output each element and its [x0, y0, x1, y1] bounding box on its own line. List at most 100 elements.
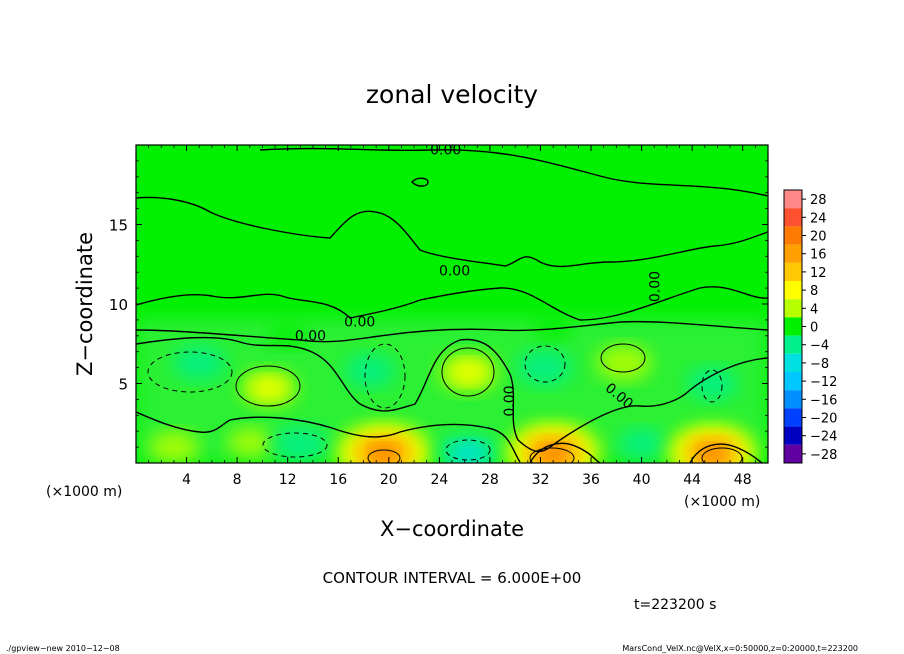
- contour-pos-4: [367, 449, 401, 463]
- field-blob: [596, 344, 652, 382]
- x-tick-label: 24: [430, 472, 448, 488]
- contour-zero-bottom: [136, 411, 521, 463]
- colorbar-cell: [784, 208, 802, 227]
- colorbar-label: 8: [810, 284, 818, 299]
- x-tick-label: 4: [182, 472, 191, 488]
- x-tick-label: 28: [481, 472, 499, 488]
- contour-zero-c: [136, 336, 768, 453]
- y-axis: 5 10 15: [109, 160, 768, 448]
- contour-label: 0.00: [647, 271, 663, 302]
- colorbar-label: 4: [810, 302, 818, 317]
- colorbar-cell: [784, 281, 802, 300]
- contour-label: 0.00: [439, 263, 470, 279]
- contour-dashed-lines: [147, 343, 723, 461]
- field-blob: [268, 322, 308, 349]
- contour-pos-6: [701, 447, 743, 463]
- colorbar-cell: [784, 190, 802, 209]
- colorbar-label: 28: [810, 193, 827, 208]
- colorbar-label: −28: [810, 448, 837, 463]
- colorbar-label: −4: [810, 339, 829, 354]
- contour-neg-3: [524, 345, 566, 383]
- colorbar-cell: [784, 426, 802, 445]
- contour-zero-bottom-r: [529, 442, 601, 463]
- field-blob: [699, 445, 725, 462]
- contour-pos-5: [529, 447, 575, 463]
- plot-area: 0.000.000.000.000.000.00 0.00: [136, 143, 768, 463]
- x-tick-label: 32: [532, 472, 550, 488]
- colorbar-label: 0: [810, 321, 818, 336]
- contour-neg-2: [364, 343, 406, 409]
- colorbar-cell: [784, 226, 802, 245]
- footer-left: ./gpview−new 2010−12−08: [6, 644, 120, 653]
- contour-neg-4: [701, 369, 723, 403]
- x-unit-right: (×1000 m): [684, 494, 760, 510]
- field-blob: [172, 345, 226, 381]
- contour-label: 0.00: [295, 329, 326, 345]
- colorbar-cell: [784, 317, 802, 336]
- time-label: t=223200 s: [634, 597, 716, 613]
- field-blob: [227, 427, 272, 458]
- field-blob: [687, 367, 738, 400]
- x-tick-label: 44: [683, 472, 701, 488]
- x-tick-label: 48: [734, 472, 752, 488]
- colorbar-cell: [784, 372, 802, 391]
- x-axis-label: X−coordinate: [380, 517, 524, 541]
- contour-label: 0.00: [502, 385, 518, 416]
- x-tick-label: 20: [380, 472, 398, 488]
- contour-neg-6: [445, 439, 491, 461]
- contour-upper: [259, 147, 768, 197]
- colorbar-label: −8: [810, 357, 829, 372]
- field-blob: [370, 444, 398, 463]
- colorbar-label: 12: [810, 266, 827, 281]
- field-blob: [344, 354, 395, 388]
- field-blob: [618, 428, 666, 460]
- colorbar-cell: [784, 262, 802, 281]
- contour-zero-a: [136, 286, 768, 321]
- colorbar-label: −16: [810, 393, 837, 408]
- contour-neg-1: [147, 351, 233, 393]
- contour-zero-b: [136, 320, 768, 343]
- colorbar-cell: [784, 390, 802, 409]
- contour-lines: [136, 147, 768, 463]
- field-blob: [148, 430, 199, 463]
- y-tick-label: 10: [109, 296, 128, 314]
- contour-neg-5: [262, 432, 328, 458]
- colorbar-label: −24: [810, 430, 837, 445]
- colorbar-label: −20: [810, 412, 837, 427]
- field-blob: [272, 425, 329, 463]
- x-tick-label: 12: [279, 472, 297, 488]
- x-axis: 4 8 12 16 20 24 28 32 36 40 44 48: [148, 145, 756, 488]
- contour-interval-label: CONTOUR INTERVAL = 6.000E+00: [323, 569, 582, 587]
- x-tick-label: 36: [582, 472, 600, 488]
- field-blob: [516, 349, 573, 386]
- contour-pos-1: [235, 365, 301, 407]
- contour-mid: [136, 196, 768, 268]
- footer-right: MarsCond_VelX.nc@VelX,x=0:50000,z=0:2000…: [622, 644, 858, 653]
- contour-pos-3: [600, 343, 646, 373]
- colorbar-cell: [784, 299, 802, 318]
- colorbar-label: −12: [810, 375, 837, 390]
- colorbar-cell: [784, 408, 802, 427]
- colorbar-label: 16: [810, 248, 827, 263]
- x-tick-label: 16: [329, 472, 347, 488]
- colorbar-label: 24: [810, 211, 827, 226]
- colorbar-cell: [784, 353, 802, 372]
- contour-pos-2: [441, 347, 495, 397]
- contour-zero-bottom-r2: [689, 443, 763, 463]
- contour-pos-lines: [235, 343, 743, 463]
- contour-label: 0.00: [344, 314, 375, 330]
- velocity-field: [148, 314, 759, 463]
- field-blob: [533, 314, 573, 341]
- x-tick-label: 40: [633, 472, 651, 488]
- y-axis-label: Z−coordinate: [73, 232, 97, 376]
- x-unit-left: (×1000 m): [46, 484, 122, 500]
- colorbar-label: 20: [810, 230, 827, 245]
- contour-label: 0.00: [430, 143, 461, 159]
- field-blob: [450, 441, 487, 463]
- y-tick-label: 15: [109, 217, 128, 235]
- chart-title: zonal velocity: [366, 80, 538, 109]
- colorbar-cell: [784, 244, 802, 263]
- field-blob: [251, 376, 287, 400]
- contour-upper-closed: [411, 177, 429, 187]
